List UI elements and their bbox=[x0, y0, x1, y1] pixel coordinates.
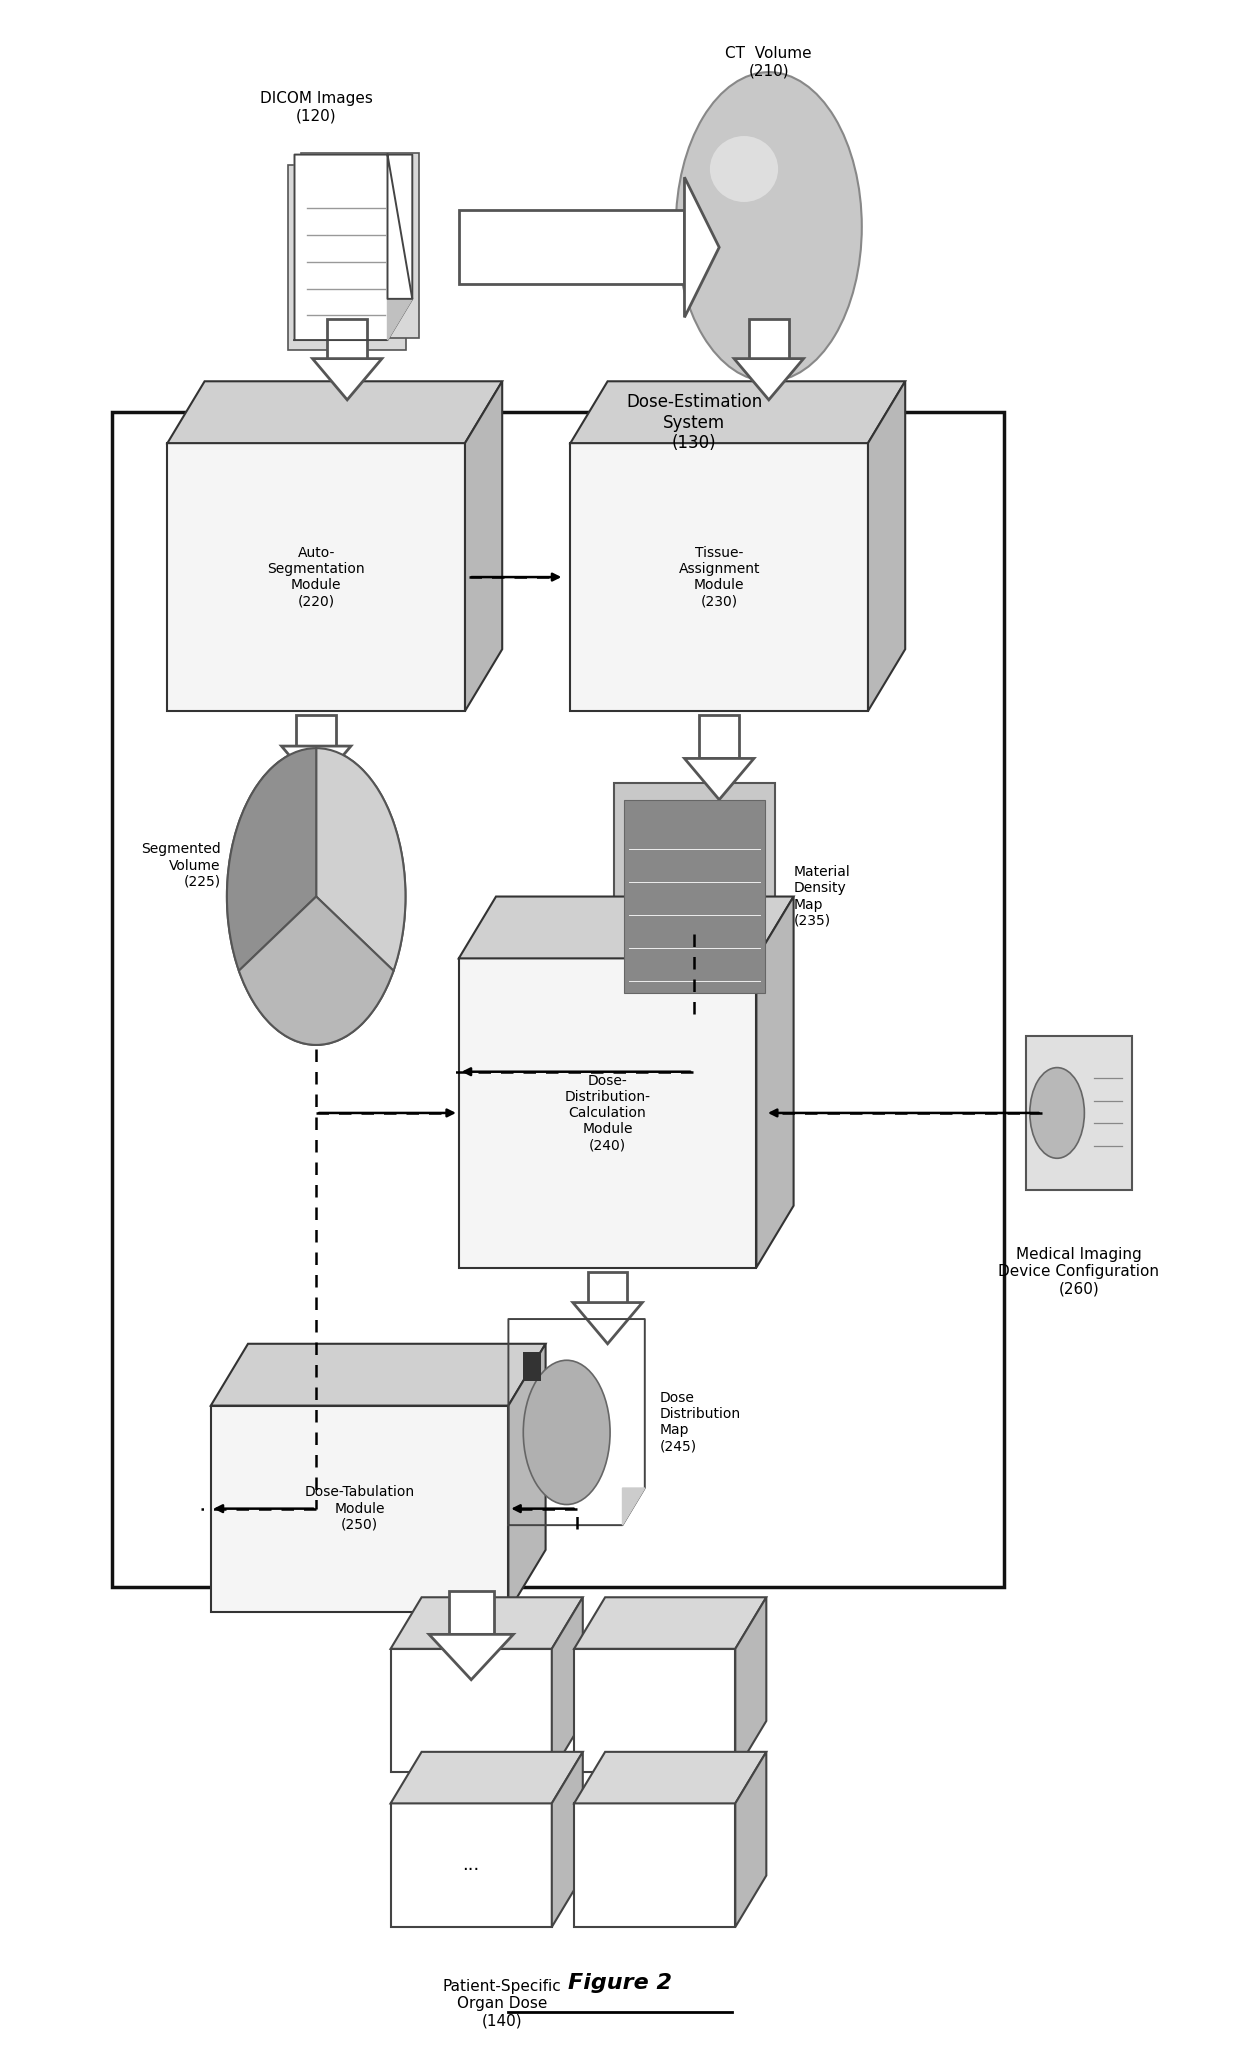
Text: Dose
Distribution
Map
(245): Dose Distribution Map (245) bbox=[660, 1391, 740, 1453]
Bar bbox=[449, 1591, 494, 1634]
Polygon shape bbox=[429, 1634, 513, 1680]
FancyBboxPatch shape bbox=[391, 1649, 552, 1772]
Polygon shape bbox=[391, 1752, 583, 1803]
FancyBboxPatch shape bbox=[570, 443, 868, 711]
FancyBboxPatch shape bbox=[300, 153, 419, 338]
Text: Figure 2: Figure 2 bbox=[568, 1972, 672, 1993]
Polygon shape bbox=[459, 897, 794, 958]
Text: Tissue-
Assignment
Module
(230): Tissue- Assignment Module (230) bbox=[678, 546, 760, 608]
Circle shape bbox=[227, 748, 405, 1045]
Polygon shape bbox=[167, 381, 502, 443]
Polygon shape bbox=[295, 155, 412, 340]
Polygon shape bbox=[735, 1752, 766, 1927]
Polygon shape bbox=[684, 758, 754, 800]
Text: Medical Imaging
Device Configuration
(260): Medical Imaging Device Configuration (26… bbox=[998, 1247, 1159, 1296]
Polygon shape bbox=[552, 1597, 583, 1772]
Circle shape bbox=[523, 1360, 610, 1505]
Bar bbox=[699, 715, 739, 758]
Bar bbox=[588, 1272, 627, 1303]
Polygon shape bbox=[735, 1597, 766, 1772]
FancyBboxPatch shape bbox=[624, 800, 765, 993]
FancyBboxPatch shape bbox=[211, 1406, 508, 1612]
FancyBboxPatch shape bbox=[288, 165, 407, 350]
Wedge shape bbox=[227, 748, 316, 971]
FancyBboxPatch shape bbox=[574, 1649, 735, 1772]
Bar bbox=[749, 319, 789, 359]
FancyBboxPatch shape bbox=[459, 958, 756, 1268]
Polygon shape bbox=[211, 1344, 546, 1406]
Text: Dose-Estimation
System
(130): Dose-Estimation System (130) bbox=[626, 394, 763, 451]
Polygon shape bbox=[573, 1303, 642, 1344]
Text: DICOM Images
(120): DICOM Images (120) bbox=[259, 91, 373, 124]
Polygon shape bbox=[756, 897, 794, 1268]
Circle shape bbox=[676, 72, 862, 381]
Polygon shape bbox=[574, 1752, 766, 1803]
Polygon shape bbox=[574, 1597, 766, 1649]
Text: Patient-Specific
Organ Dose
(140): Patient-Specific Organ Dose (140) bbox=[443, 1979, 562, 2028]
FancyBboxPatch shape bbox=[167, 443, 465, 711]
FancyBboxPatch shape bbox=[614, 783, 775, 1010]
FancyBboxPatch shape bbox=[391, 1803, 552, 1927]
Text: Material
Density
Map
(235): Material Density Map (235) bbox=[794, 866, 851, 927]
FancyBboxPatch shape bbox=[1025, 1035, 1131, 1191]
Text: Dose-Tabulation
Module
(250): Dose-Tabulation Module (250) bbox=[305, 1486, 414, 1531]
Bar bbox=[523, 1352, 541, 1381]
Polygon shape bbox=[508, 1319, 645, 1525]
Wedge shape bbox=[239, 897, 393, 1045]
Polygon shape bbox=[281, 746, 351, 787]
Text: Auto-
Segmentation
Module
(220): Auto- Segmentation Module (220) bbox=[268, 546, 365, 608]
Wedge shape bbox=[316, 748, 405, 971]
Circle shape bbox=[1030, 1068, 1084, 1158]
Polygon shape bbox=[570, 381, 905, 443]
Polygon shape bbox=[868, 381, 905, 711]
Bar bbox=[327, 319, 367, 359]
Text: CT  Volume
(210): CT Volume (210) bbox=[725, 45, 812, 78]
Polygon shape bbox=[465, 381, 502, 711]
Polygon shape bbox=[312, 359, 382, 400]
Bar bbox=[459, 210, 684, 284]
Text: ...: ... bbox=[463, 1857, 480, 1873]
Polygon shape bbox=[508, 1344, 546, 1612]
Polygon shape bbox=[387, 299, 412, 340]
Polygon shape bbox=[684, 177, 719, 317]
FancyBboxPatch shape bbox=[112, 412, 1004, 1587]
FancyBboxPatch shape bbox=[574, 1803, 735, 1927]
Polygon shape bbox=[552, 1752, 583, 1927]
Text: Dose-
Distribution-
Calculation
Module
(240): Dose- Distribution- Calculation Module (… bbox=[564, 1074, 651, 1152]
Bar bbox=[296, 715, 336, 746]
Text: Segmented
Volume
(225): Segmented Volume (225) bbox=[141, 843, 221, 888]
Ellipse shape bbox=[709, 136, 779, 202]
Polygon shape bbox=[391, 1597, 583, 1649]
Polygon shape bbox=[734, 359, 804, 400]
Polygon shape bbox=[622, 1488, 645, 1525]
